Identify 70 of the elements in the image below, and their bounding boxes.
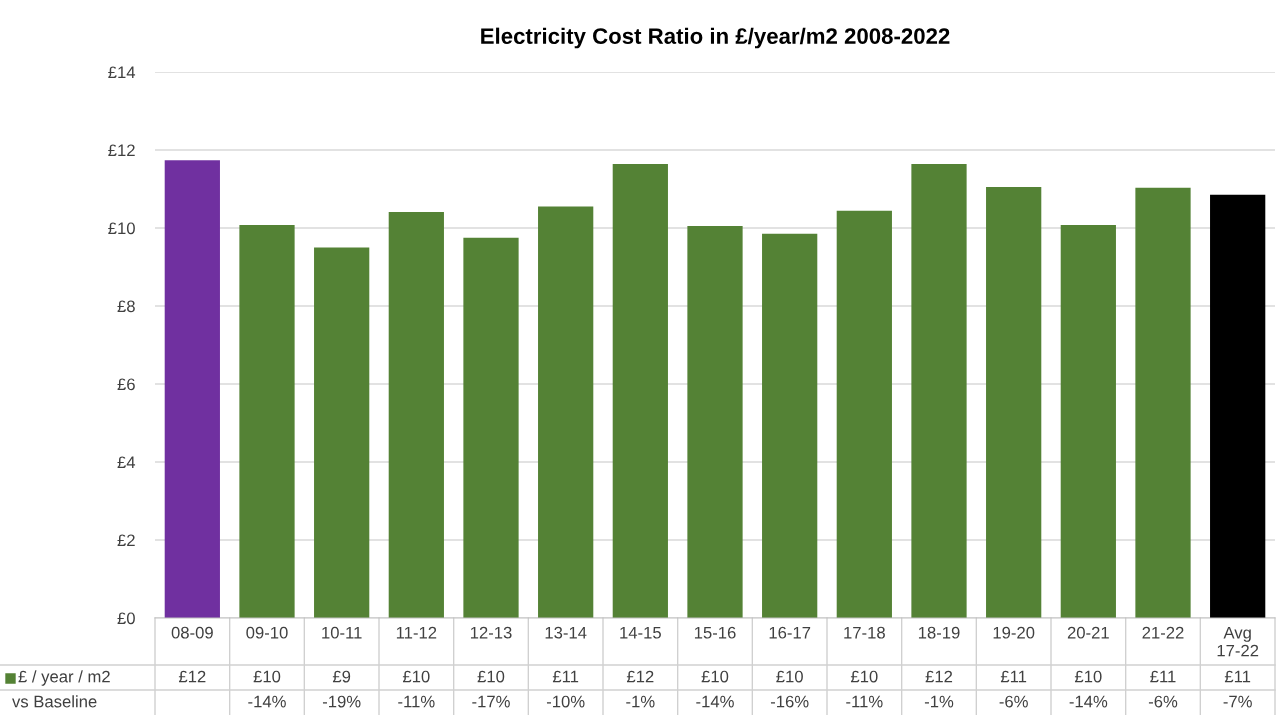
y-tick-label: £14 bbox=[108, 66, 136, 79]
data-label: £10 bbox=[253, 670, 281, 683]
bar bbox=[612, 164, 668, 618]
bar bbox=[164, 160, 220, 618]
x-tick-label: 12-13 bbox=[470, 626, 512, 639]
text: vs Baseline bbox=[12, 695, 97, 708]
y-tick-label: £12 bbox=[108, 144, 135, 157]
bar bbox=[463, 237, 519, 618]
legend-label: £ / year / m2 bbox=[18, 670, 110, 686]
y-tick-label: £2 bbox=[117, 534, 135, 547]
x-tick-label: 13-14 bbox=[545, 626, 587, 639]
text: -14% bbox=[1069, 695, 1108, 708]
x-tick-label: 11-12 bbox=[396, 626, 437, 639]
text: -16% bbox=[770, 695, 809, 708]
text: -10% bbox=[546, 695, 585, 708]
data-label: £10 bbox=[850, 670, 878, 683]
text: -7% bbox=[1223, 695, 1252, 708]
y-tick-label: £8 bbox=[117, 300, 135, 313]
text: -1% bbox=[626, 695, 655, 708]
y-tick-label: £10 bbox=[108, 222, 135, 235]
text: -14% bbox=[696, 695, 734, 708]
text: -14% bbox=[248, 695, 286, 708]
bar bbox=[911, 164, 967, 618]
x-tick-label: 21-22 bbox=[1142, 626, 1184, 639]
text: -1% bbox=[924, 695, 954, 708]
data-label: £11 bbox=[1000, 670, 1027, 683]
y-tick-label: £0 bbox=[117, 612, 135, 625]
x-tick-label: 16-17 bbox=[769, 626, 811, 639]
text: -17% bbox=[472, 695, 510, 708]
x-tick-label: 17-18 bbox=[844, 626, 885, 639]
bar bbox=[1135, 187, 1191, 618]
x-tick-label: Avg 17-22 bbox=[1217, 626, 1259, 657]
text: -6% bbox=[1148, 695, 1178, 708]
data-label: £9 bbox=[332, 670, 351, 683]
x-tick-label: 18-19 bbox=[918, 626, 960, 639]
text: -11% bbox=[398, 695, 435, 708]
x-tick-label: 08-09 bbox=[171, 626, 213, 639]
data-label: £10 bbox=[776, 670, 803, 683]
bar bbox=[1060, 224, 1116, 618]
x-tick-label: 20-21 bbox=[1067, 626, 1109, 639]
data-label: £11 bbox=[1224, 670, 1251, 683]
text: -11% bbox=[846, 695, 883, 708]
data-label: £10 bbox=[701, 670, 729, 683]
bar bbox=[538, 206, 594, 618]
data-label: £10 bbox=[477, 670, 505, 683]
x-tick-label: 09-10 bbox=[246, 626, 288, 639]
data-label: £10 bbox=[1074, 670, 1102, 683]
data-label: £12 bbox=[626, 670, 654, 683]
bar bbox=[388, 212, 444, 618]
data-label: £11 bbox=[552, 670, 579, 683]
bar bbox=[687, 226, 743, 618]
bar bbox=[1210, 194, 1266, 618]
chart-title: Electricity Cost Ratio in £/year/m2 2008-2022 bbox=[481, 27, 950, 49]
text: -6% bbox=[999, 695, 1028, 708]
x-tick-label: 10-11 bbox=[322, 626, 362, 639]
bar bbox=[762, 233, 818, 618]
data-label: £11 bbox=[1150, 670, 1176, 683]
data-label: £10 bbox=[402, 670, 430, 683]
bar bbox=[836, 210, 892, 618]
y-tick-label: £6 bbox=[117, 378, 135, 391]
y-tick-label: £4 bbox=[117, 456, 136, 469]
bar bbox=[986, 187, 1042, 618]
data-label: £12 bbox=[925, 670, 953, 683]
x-tick-label: 19-20 bbox=[993, 626, 1035, 639]
bar bbox=[314, 247, 370, 618]
x-tick-label: 14-15 bbox=[620, 626, 661, 639]
text: -19% bbox=[322, 695, 361, 708]
bar bbox=[239, 224, 295, 618]
x-tick-label: 15-16 bbox=[694, 626, 736, 639]
data-label: £12 bbox=[178, 670, 206, 683]
